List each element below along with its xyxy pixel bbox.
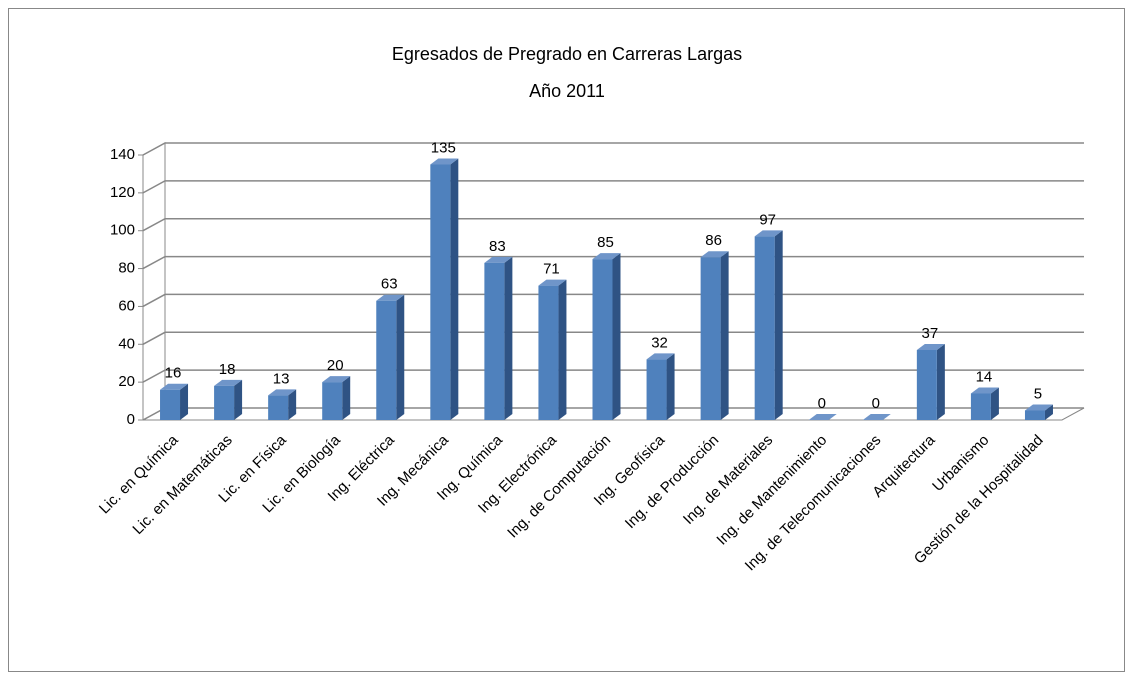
- bar-side: [774, 230, 783, 420]
- value-label: 16: [165, 365, 182, 382]
- bar-front: [538, 285, 559, 420]
- grid-line: [142, 217, 1084, 232]
- value-label: 20: [327, 357, 344, 374]
- bar: [322, 376, 351, 420]
- value-label: 135: [431, 139, 456, 156]
- value-label: 97: [759, 211, 776, 228]
- bar: [592, 253, 621, 420]
- bar: [862, 414, 891, 420]
- bar-top: [322, 376, 351, 383]
- bar: [808, 414, 837, 420]
- bar-top: [592, 253, 621, 260]
- y-tick-label: 60: [118, 297, 135, 314]
- bar-side: [612, 253, 621, 420]
- bar-top: [430, 158, 459, 165]
- y-tick-label: 140: [110, 146, 135, 163]
- bar-side: [288, 389, 297, 420]
- chart-border: [8, 8, 1125, 672]
- bar-top: [916, 343, 945, 350]
- bar-top: [700, 251, 729, 258]
- y-tick-label: 120: [110, 184, 135, 201]
- bar-side: [504, 256, 513, 420]
- value-label: 63: [381, 276, 398, 293]
- bar-top: [538, 279, 567, 286]
- bar-top: [268, 389, 297, 396]
- bar: [430, 158, 459, 420]
- value-label: 85: [597, 234, 614, 251]
- value-label: 86: [705, 232, 722, 249]
- chart-subtitle: Año 2011: [529, 81, 605, 101]
- bar-side: [1044, 404, 1053, 420]
- bar-front: [322, 382, 343, 420]
- bar-front: [376, 300, 397, 420]
- value-label: 83: [489, 238, 506, 255]
- bar: [646, 353, 675, 420]
- bar-front: [214, 385, 235, 420]
- bar: [700, 251, 729, 420]
- y-tick-label: 0: [127, 411, 135, 428]
- bar: [1024, 404, 1053, 420]
- grid-line: [142, 142, 1084, 156]
- bar-top: [376, 294, 405, 301]
- bar-top: [970, 387, 999, 394]
- bar-front: [754, 236, 775, 420]
- bar-front: [1024, 410, 1045, 420]
- bar-top: [808, 414, 837, 420]
- value-label: 37: [922, 325, 939, 342]
- bar: [376, 294, 405, 420]
- bar: [484, 256, 513, 420]
- bar-top: [1024, 404, 1053, 411]
- bar: [160, 383, 189, 420]
- bar-front: [484, 262, 505, 420]
- bar-front: [160, 389, 181, 420]
- grid-line: [142, 180, 1084, 194]
- bar-side: [936, 343, 945, 420]
- y-tick-label: 20: [118, 373, 135, 390]
- value-label: 18: [219, 361, 236, 378]
- bar-front: [916, 349, 937, 420]
- bar: [754, 230, 783, 420]
- y-tick-label: 40: [118, 335, 135, 352]
- bar-side: [558, 279, 567, 420]
- bar-top: [754, 230, 783, 237]
- bar-side: [666, 353, 675, 420]
- y-tick-label: 80: [118, 260, 135, 277]
- chart-title: Egresados de Pregrado en Carreras Largas: [392, 44, 742, 64]
- bar: [214, 379, 243, 420]
- bar-front: [646, 359, 667, 420]
- bar-top: [484, 256, 513, 263]
- bar-side: [180, 383, 189, 420]
- value-label: 5: [1034, 386, 1042, 403]
- bar-front: [430, 164, 451, 420]
- value-label: 71: [543, 261, 560, 278]
- bar-side: [450, 158, 459, 420]
- bar: [916, 343, 945, 420]
- value-label: 0: [818, 395, 826, 412]
- bar-side: [396, 294, 405, 420]
- bar: [268, 389, 297, 420]
- value-label: 32: [651, 334, 668, 351]
- bar-top: [214, 379, 243, 386]
- bar: [970, 387, 999, 420]
- bar-top: [160, 383, 189, 390]
- bar-top: [646, 353, 675, 360]
- bar-front: [970, 393, 991, 420]
- bar: [538, 279, 567, 420]
- bar-front: [700, 257, 721, 420]
- y-tick-label: 100: [110, 222, 135, 239]
- bar-side: [720, 251, 729, 420]
- value-label: 13: [273, 370, 290, 387]
- bar-top: [862, 414, 891, 420]
- bar-front: [268, 395, 289, 420]
- value-label: 0: [872, 395, 880, 412]
- value-label: 14: [976, 368, 993, 385]
- bar-side: [342, 376, 351, 420]
- bar-side: [234, 379, 243, 420]
- bar-side: [990, 387, 999, 420]
- bar-front: [592, 259, 613, 420]
